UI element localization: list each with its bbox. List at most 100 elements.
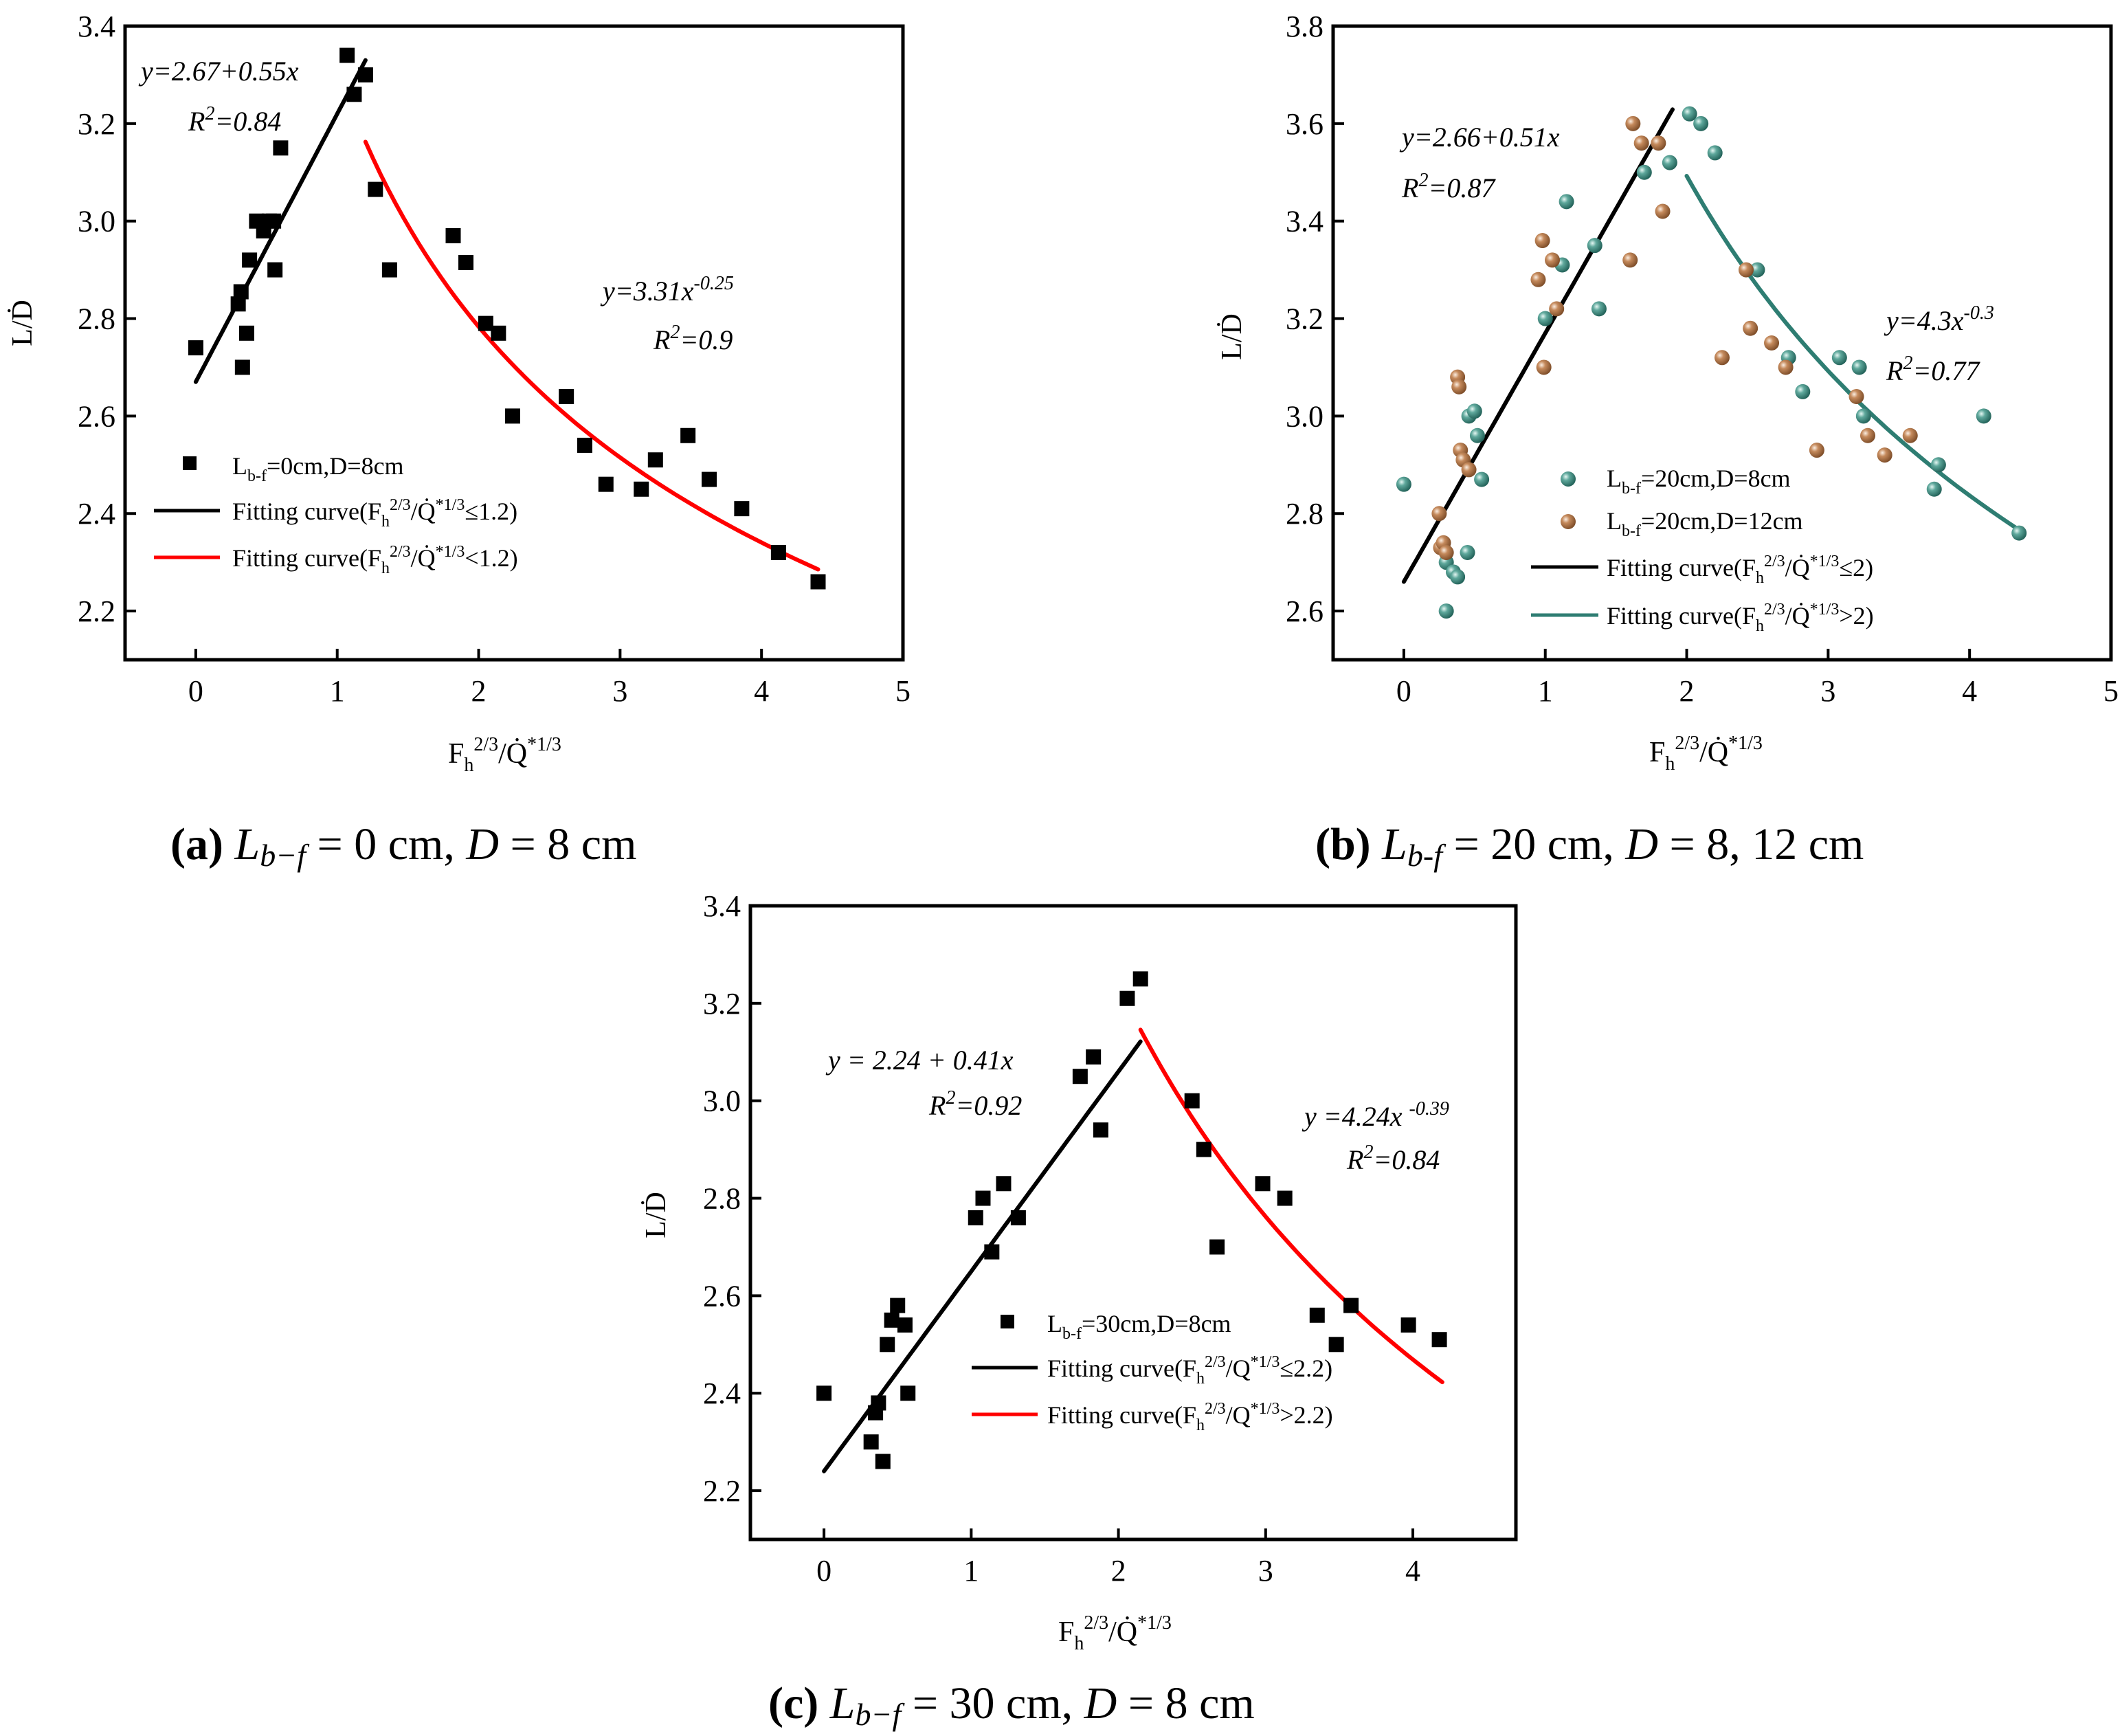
y-tick-label: 2.8	[1286, 497, 1324, 531]
data-point	[339, 47, 355, 63]
data-point	[239, 325, 255, 341]
legend-label: Fitting curve(Fh2/3/Q*1/3>2.2)	[1047, 1400, 1333, 1434]
data-point	[1537, 311, 1553, 326]
data-point	[890, 1298, 906, 1313]
data-point	[458, 254, 474, 270]
panel-b-plot: 0 1 2 3 4 5 2.6 2.8 3.0 3.2 3.4 3.6 3.8	[1286, 10, 2119, 708]
panel-a-r2-linear: R2=0.84	[188, 103, 281, 137]
data-point	[1795, 383, 1811, 399]
panel-a-r2-power: R2=0.9	[653, 322, 733, 355]
data-point	[478, 315, 493, 331]
data-point	[702, 471, 717, 487]
data-point	[357, 67, 373, 82]
data-point	[1662, 155, 1677, 170]
data-point	[1809, 443, 1824, 458]
legend-label: Fitting curve(Fh2/3/Q̇*1/3≤2)	[1607, 553, 1873, 587]
legend-label: Fitting curve(Fh2/3/Q*1/3≤2.2)	[1047, 1353, 1332, 1388]
panel-a-xlabel: Fh2/3/Q̇*1/3	[448, 734, 561, 776]
data-point	[1778, 359, 1794, 375]
data-point	[1851, 359, 1867, 375]
x-tick-label: 1	[330, 674, 345, 708]
data-point	[900, 1386, 916, 1401]
data-point	[634, 481, 649, 497]
x-tick-label: 2	[1679, 674, 1695, 708]
data-point	[1559, 194, 1574, 210]
data-point	[897, 1317, 913, 1333]
data-point	[1431, 506, 1447, 522]
data-point	[1738, 262, 1754, 278]
data-point	[1466, 403, 1482, 419]
data-point	[2011, 525, 2027, 541]
y-tick-label: 3.2	[703, 987, 741, 1021]
data-point	[1849, 389, 1864, 405]
data-point	[598, 476, 614, 492]
legend-label: Fitting curve(Fh2/3/Q̇*1/3≤1.2)	[232, 496, 517, 531]
x-tick-label: 4	[1405, 1554, 1420, 1588]
x-tick-label: 4	[1962, 674, 1977, 708]
y-tick-label: 3.4	[1286, 205, 1324, 238]
data-point	[810, 574, 826, 590]
legend-marker-ball-brown	[1561, 514, 1576, 529]
panel-c-eq-power: y =4.24x -0.39	[1302, 1098, 1449, 1132]
data-point	[647, 452, 663, 468]
data-point	[1636, 164, 1652, 180]
data-point	[1855, 408, 1871, 424]
y-tick-label: 2.2	[703, 1474, 741, 1508]
data-point	[1549, 301, 1565, 317]
x-tick-label: 4	[754, 674, 769, 708]
data-point	[1469, 427, 1485, 443]
data-point	[1309, 1307, 1325, 1323]
data-point	[968, 1210, 983, 1225]
data-point	[1625, 115, 1641, 131]
data-point	[1764, 335, 1780, 350]
data-point	[1451, 379, 1467, 394]
data-point	[1750, 262, 1765, 278]
panel-c-caption: (c) Lb−f = 30 cm, D = 8 cm	[768, 1678, 1255, 1732]
data-point	[1534, 233, 1550, 249]
data-point	[234, 359, 250, 375]
data-point	[1622, 252, 1638, 268]
panel-b-xlabel: Fh2/3/Q̇*1/3	[1649, 733, 1763, 775]
plot-frame	[748, 904, 1518, 1542]
data-point	[233, 284, 249, 300]
panel-c-ylabel: L/Ḋ	[640, 1192, 672, 1238]
data-point	[266, 213, 282, 229]
x-tick-label: 1	[1538, 674, 1553, 708]
data-point	[368, 181, 383, 197]
panel-c-xlabel: Fh2/3/Q̇*1/3	[1058, 1612, 1172, 1654]
y-tick-label: 2.8	[703, 1182, 741, 1216]
data-point	[996, 1176, 1012, 1192]
panel-a-caption: (a) Lb−f = 0 cm, D = 8 cm	[170, 819, 636, 873]
legend-marker-ball-teal	[1561, 471, 1576, 487]
data-point	[1926, 481, 1942, 497]
data-point	[1438, 544, 1454, 560]
fit-line-power	[1138, 1027, 1444, 1385]
data-point	[1396, 476, 1411, 492]
data-point	[1545, 252, 1561, 268]
panel-a-eq-linear: y=2.67+0.55x	[138, 56, 299, 87]
y-tick-label: 2.6	[703, 1279, 741, 1313]
x-tick-label: 5	[895, 674, 911, 708]
panel-c-plot: 0 1 2 3 4 2.2 2.4 2.6 2.8 3.0 3.2 3.4	[703, 889, 1518, 1588]
data-point	[1093, 1122, 1108, 1138]
data-point	[1693, 115, 1709, 131]
data-point	[242, 252, 258, 268]
data-point	[1461, 462, 1477, 478]
data-point	[1255, 1176, 1271, 1192]
y-tick-label: 2.2	[78, 594, 115, 628]
y-tick-label: 2.8	[78, 302, 115, 336]
data-point	[816, 1386, 832, 1401]
y-tick-label: 3.4	[78, 10, 115, 43]
y-tick-label: 3.4	[703, 889, 741, 923]
plot-frame	[1331, 24, 2113, 662]
data-point	[1086, 1049, 1102, 1065]
legend-label: Fitting curve(Fh2/3/Q̇*1/3>2)	[1607, 601, 1874, 635]
panel-c-r2-power: R2=0.84	[1346, 1142, 1440, 1175]
legend-label: Lb-f=20cm,D=8cm	[1607, 465, 1791, 498]
data-point	[230, 296, 246, 312]
data-point	[984, 1244, 1000, 1260]
panel-c-r2-linear: R2=0.92	[928, 1087, 1022, 1121]
data-point	[504, 408, 520, 424]
data-point	[1209, 1239, 1225, 1255]
